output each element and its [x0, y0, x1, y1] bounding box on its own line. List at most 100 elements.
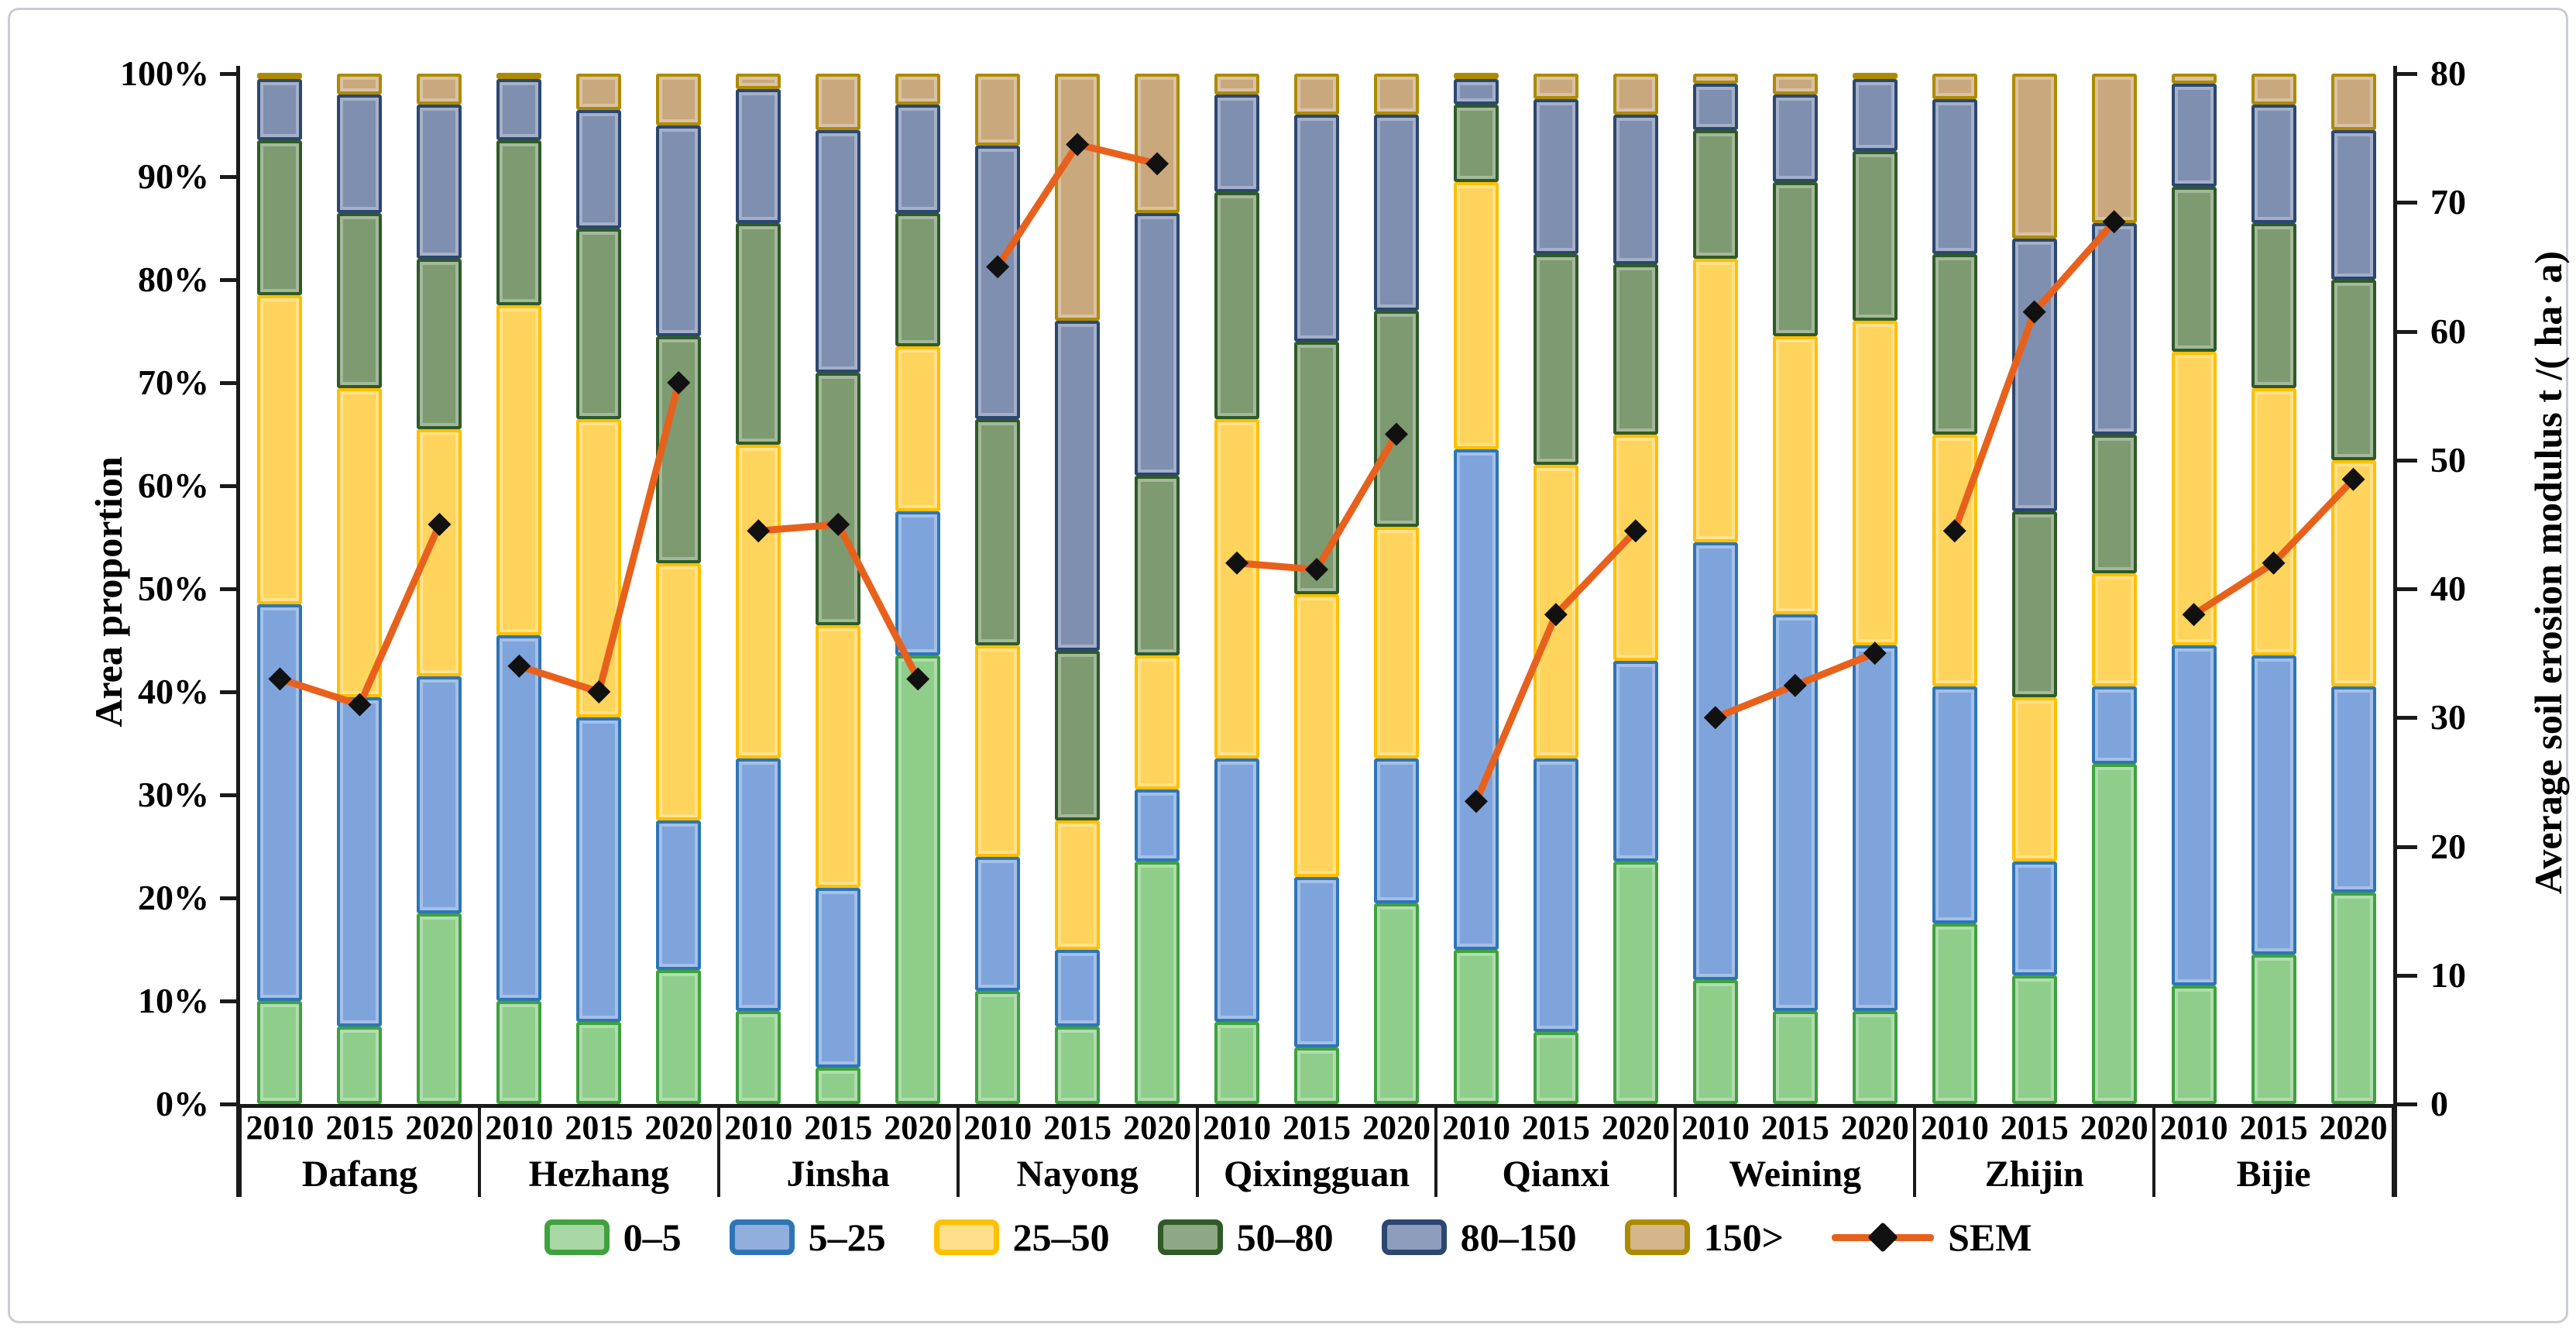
bar-jinsha-2020 [895, 74, 941, 1104]
region-label: Jinsha [786, 1154, 890, 1195]
bar-segment-25–50 [736, 444, 781, 759]
bar-segment-50–80 [1692, 130, 1738, 260]
bar-segment-5–25 [2011, 862, 2057, 975]
bar-segment-5–25 [1932, 686, 1977, 924]
bar-segment-150> [257, 72, 303, 79]
bar-segment-25–50 [975, 645, 1021, 857]
bar-segment-50–80 [1214, 191, 1260, 419]
sem-line-qianxi [1472, 528, 1639, 803]
left-axis-tick-mark [220, 999, 240, 1003]
left-axis-tick-mark [220, 381, 240, 385]
year-label: 2015 [1760, 1109, 1829, 1147]
legend-item-0–5: 0–5 [544, 1218, 682, 1257]
bar-segment-0–5 [1613, 862, 1658, 1104]
legend-item-80–150: 80–150 [1381, 1218, 1577, 1257]
bar-segment-25–50 [1692, 259, 1738, 543]
bar-segment-5–25 [736, 758, 781, 1012]
bar-segment-150> [975, 74, 1021, 146]
bar-segment-25–50 [1373, 527, 1419, 759]
right-axis-line [2393, 66, 2397, 1197]
bar-segment-80–150 [1852, 78, 1898, 151]
bar-segment-150> [1055, 74, 1101, 322]
year-label: 2020 [1362, 1109, 1431, 1147]
bar-segment-150> [1453, 72, 1499, 79]
bar-segment-0–5 [496, 1001, 542, 1104]
bar-zhijin-2020 [2091, 74, 2137, 1104]
right-axis-tick-label: 50 [2430, 439, 2466, 480]
bar-weining-2020 [1852, 72, 1898, 1104]
bar-segment-150> [1373, 74, 1419, 115]
region-label: Dafang [301, 1154, 418, 1195]
legend-item-sem: SEM [1832, 1218, 2032, 1257]
bar-zhijin-2015 [2011, 74, 2057, 1104]
bar-segment-25–50 [1055, 820, 1101, 950]
legend-swatch-icon [1381, 1219, 1447, 1255]
right-axis-title: Average soil erosion modulus t /( ha· a) [2526, 250, 2570, 895]
bar-segment-80–150 [1772, 94, 1818, 182]
left-axis-tick-mark [220, 690, 240, 694]
bar-segment-150> [2011, 74, 2057, 239]
bar-segment-5–25 [895, 511, 941, 656]
bar-segment-0–5 [2171, 985, 2217, 1104]
bar-bijie-2015 [2251, 74, 2296, 1104]
sem-marker [2022, 300, 2046, 324]
bar-weining-2010 [1692, 74, 1738, 1104]
legend-item-150>: 150> [1624, 1218, 1784, 1257]
region-cell-qianxi: 2010 2015 2020 Qianxi [1436, 1108, 1675, 1197]
bar-dafang-2020 [417, 74, 462, 1104]
left-axis-tick-label: 0% [156, 1084, 209, 1123]
bar-segment-25–50 [816, 624, 861, 888]
bar-segment-5–25 [337, 696, 383, 1027]
region-cell-qixingguan: 2010 2015 2020 Qixingguan [1197, 1108, 1437, 1197]
bar-segment-5–25 [2251, 655, 2296, 955]
legend-item-50–80: 50–80 [1157, 1218, 1334, 1257]
region-separator [2392, 1104, 2395, 1197]
bar-dafang-2010 [257, 72, 303, 1104]
right-axis-tick-mark [2397, 201, 2417, 205]
left-axis-tick-mark [220, 484, 240, 488]
region-separator [239, 1104, 242, 1197]
sem-marker [986, 255, 1010, 279]
bar-qixingguan-2020 [1373, 74, 1419, 1104]
bar-segment-5–25 [1453, 449, 1499, 950]
bar-segment-150> [1613, 74, 1658, 115]
bar-segment-80–150 [1373, 115, 1419, 311]
region-label: Nayong [1016, 1154, 1139, 1195]
legend-swatch-icon [729, 1219, 795, 1255]
bar-segment-150> [337, 74, 383, 95]
region-separator [1674, 1104, 1678, 1197]
sem-line-hezhang [517, 381, 682, 696]
bar-segment-50–80 [1453, 104, 1499, 182]
year-label: 2020 [2319, 1109, 2388, 1147]
sem-marker [826, 512, 850, 536]
bar-segment-80–150 [1294, 115, 1339, 342]
bar-segment-0–5 [2011, 975, 2057, 1104]
region-label: Qianxi [1502, 1154, 1610, 1195]
year-label: 2020 [1123, 1109, 1192, 1147]
bar-segment-150> [496, 72, 542, 79]
bar-segment-150> [1294, 74, 1339, 115]
sem-line-overlay [268, 132, 2365, 813]
bar-qianxi-2015 [1533, 74, 1578, 1104]
year-label: 2010 [1441, 1109, 1510, 1147]
year-label: 2015 [1043, 1109, 1112, 1147]
left-axis-tick-label: 100% [120, 53, 209, 93]
sem-marker [667, 371, 691, 394]
year-label: 2015 [1283, 1109, 1352, 1147]
year-label: 2020 [1840, 1109, 1909, 1147]
legend: 0–5 5–25 25–50 50–80 80–150 150> SEM [0, 1218, 2576, 1257]
left-axis-tick-label: 10% [138, 981, 209, 1020]
sem-marker [1783, 673, 1807, 697]
legend-label: 5–25 [808, 1216, 886, 1259]
sem-marker [2102, 210, 2126, 234]
bar-segment-5–25 [1214, 758, 1260, 1022]
bar-segment-0–5 [736, 1011, 781, 1104]
region-separator [1195, 1104, 1199, 1197]
right-axis-tick-mark [2397, 1102, 2417, 1106]
left-axis-tick-label: 70% [138, 363, 209, 402]
left-axis-tick-mark [220, 175, 240, 179]
legend-label: 25–50 [1012, 1216, 1110, 1259]
sem-marker [1703, 706, 1727, 730]
left-axis-tick-label: 20% [138, 878, 209, 917]
region-cell-dafang: 2010 2015 2020 Dafang [240, 1108, 479, 1197]
